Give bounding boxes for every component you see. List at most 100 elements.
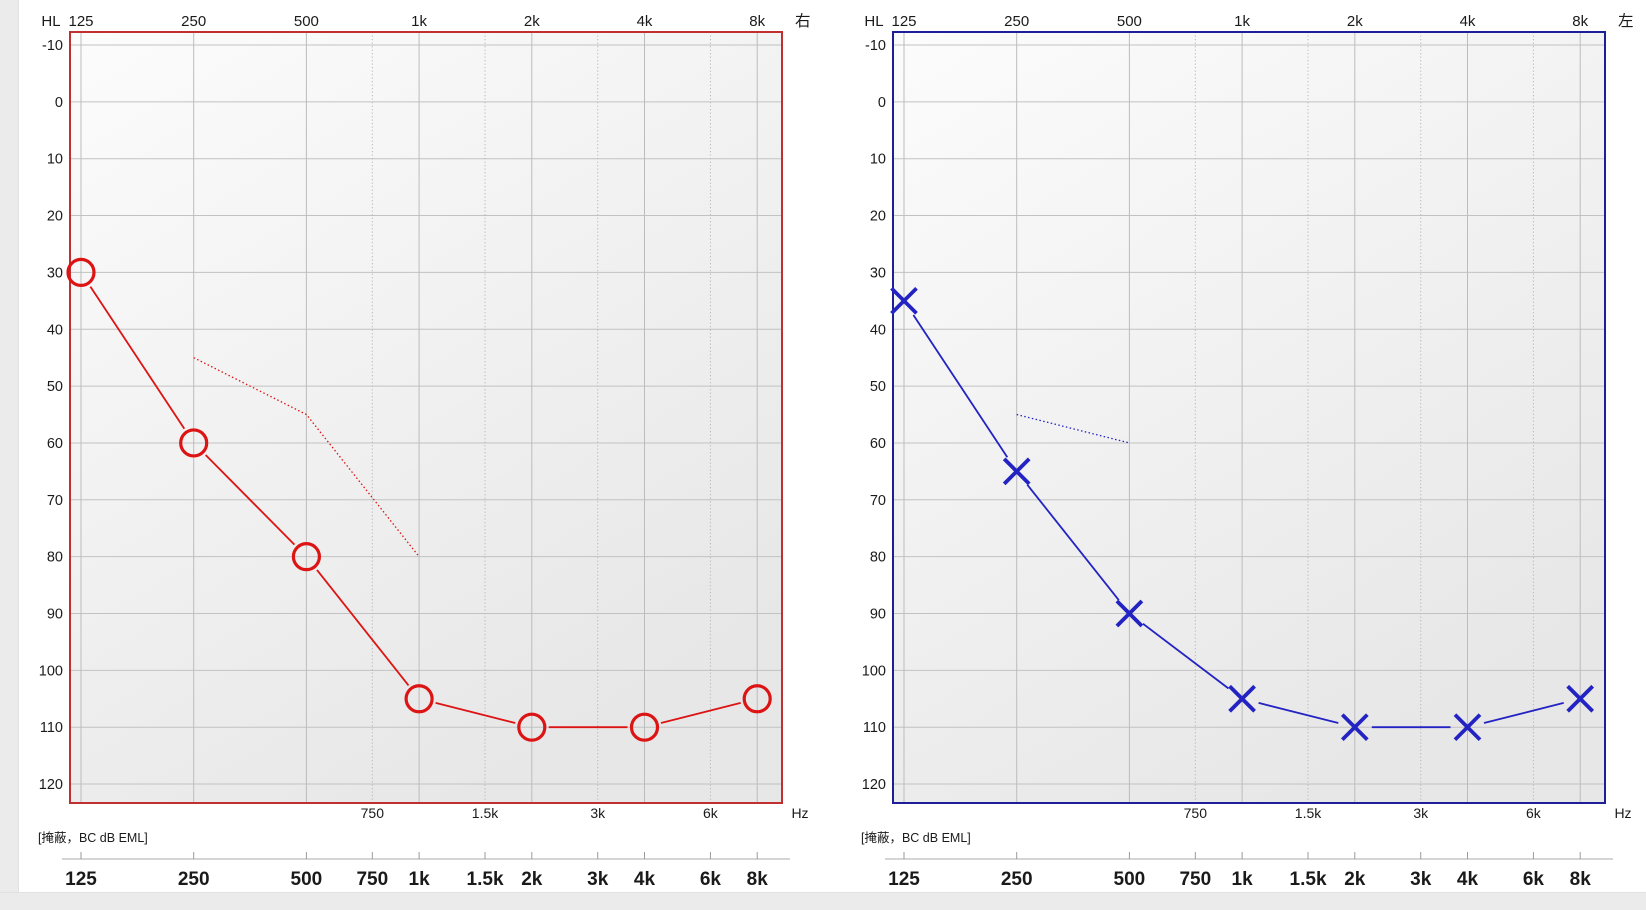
inter-freq-label: 3k bbox=[590, 805, 606, 821]
top-freq-label: 8k bbox=[1572, 13, 1588, 30]
top-freq-label: 500 bbox=[294, 13, 319, 30]
threshold-symbol-circle[interactable] bbox=[291, 542, 321, 572]
top-freq-label: 1k bbox=[1234, 13, 1250, 30]
chart-border bbox=[892, 31, 1606, 804]
freq-ruler-label: 1k bbox=[409, 869, 431, 890]
db-tick-label: 110 bbox=[863, 720, 886, 736]
ear-label: 右 bbox=[795, 12, 811, 30]
chart-border bbox=[69, 31, 783, 804]
threshold-symbol-circle[interactable] bbox=[179, 428, 209, 458]
freq-ruler-label: 250 bbox=[1001, 869, 1033, 890]
top-freq-label: 250 bbox=[1004, 13, 1029, 30]
hz-unit-label: Hz bbox=[791, 805, 808, 821]
threshold-symbol-circle[interactable] bbox=[404, 684, 434, 714]
chart-plot-area[interactable] bbox=[893, 32, 1605, 803]
threshold-connector-line bbox=[316, 569, 410, 687]
hz-unit-label: Hz bbox=[1614, 805, 1631, 821]
left-edge-strip bbox=[0, 0, 19, 909]
inter-freq-label: 750 bbox=[1184, 805, 1208, 821]
threshold-connector-line bbox=[1026, 484, 1120, 601]
db-tick-label: 10 bbox=[870, 152, 886, 168]
freq-ruler-label: 750 bbox=[1179, 869, 1211, 890]
threshold-symbol-x[interactable] bbox=[1228, 684, 1256, 713]
top-freq-label: 500 bbox=[1117, 13, 1142, 30]
db-tick-label: 90 bbox=[870, 607, 886, 623]
threshold-symbol-x[interactable] bbox=[1566, 684, 1595, 713]
db-tick-label: 70 bbox=[47, 493, 63, 509]
top-freq-label: 4k bbox=[637, 13, 653, 30]
threshold-connector-line bbox=[435, 702, 516, 724]
audiogram-chart-left-ear[interactable]: HL 125 250 500 1k 2k 4k 8k 左 -10 0 10 20 30 40 50 60 70 80… bbox=[823, 0, 1646, 909]
masking-note: [掩蔽，BC dB EML] bbox=[38, 831, 148, 845]
db-tick-label: -10 bbox=[42, 38, 63, 54]
db-tick-label: 10 bbox=[47, 152, 63, 168]
audiogram-panel-left-ear: HL 125 250 500 1k 2k 4k 8k 左 -10 0 10 20 30 40 50 60 70 80… bbox=[823, 0, 1646, 909]
db-tick-label: 30 bbox=[47, 265, 63, 281]
threshold-connector-line bbox=[912, 314, 1009, 458]
threshold-symbol-x[interactable] bbox=[1002, 457, 1031, 486]
db-tick-label: 60 bbox=[47, 436, 63, 452]
freq-ruler-label: 500 bbox=[1114, 869, 1146, 890]
threshold-connector-line bbox=[1258, 702, 1339, 724]
db-tick-label: 40 bbox=[870, 322, 886, 338]
threshold-symbol-circle[interactable] bbox=[742, 684, 772, 714]
freq-ruler-label: 6k bbox=[1523, 869, 1545, 890]
freq-ruler-label: 3k bbox=[1410, 869, 1432, 890]
db-tick-label: -10 bbox=[865, 38, 886, 54]
freq-ruler-label: 4k bbox=[634, 869, 656, 890]
db-tick-label: 0 bbox=[878, 95, 886, 111]
top-freq-label: 125 bbox=[68, 13, 93, 30]
db-tick-label: 100 bbox=[862, 663, 886, 679]
hl-axis-label: HL bbox=[864, 13, 883, 30]
inter-freq-label: 6k bbox=[1526, 805, 1542, 821]
threshold-symbol-circle[interactable] bbox=[517, 712, 547, 742]
threshold-symbol-x[interactable] bbox=[890, 286, 918, 315]
bottom-edge-strip bbox=[0, 892, 1646, 910]
threshold-connector-line bbox=[1142, 623, 1230, 690]
db-tick-label: 20 bbox=[870, 209, 886, 225]
freq-ruler-label: 4k bbox=[1457, 869, 1479, 890]
audiogram-panel-right-ear: HL 125 250 500 1k 2k 4k 8k 右 -10 0 10 20 30 40 50 60 70 80… bbox=[0, 0, 823, 909]
masking-note: [掩蔽，BC dB EML] bbox=[861, 831, 971, 845]
chart-plot-area[interactable] bbox=[70, 32, 782, 803]
db-tick-label: 0 bbox=[55, 95, 63, 111]
top-freq-label: 1k bbox=[411, 13, 427, 30]
inter-freq-label: 3k bbox=[1413, 805, 1429, 821]
inter-freq-label: 1.5k bbox=[1295, 805, 1322, 821]
freq-ruler-label: 6k bbox=[700, 869, 722, 890]
threshold-symbol-circle[interactable] bbox=[629, 712, 660, 742]
threshold-symbol-x[interactable] bbox=[1115, 599, 1144, 628]
threshold-symbol-x[interactable] bbox=[1340, 713, 1369, 742]
db-tick-label: 20 bbox=[47, 209, 63, 225]
db-tick-label: 80 bbox=[47, 550, 63, 566]
top-freq-label: 2k bbox=[524, 13, 540, 30]
freq-ruler-label: 2k bbox=[521, 869, 543, 890]
freq-ruler-label: 8k bbox=[1570, 869, 1592, 890]
db-tick-label: 70 bbox=[870, 493, 886, 509]
freq-ruler-label: 1k bbox=[1232, 869, 1254, 890]
threshold-symbol-x[interactable] bbox=[1453, 713, 1482, 742]
hl-axis-label: HL bbox=[41, 13, 60, 30]
db-tick-label: 50 bbox=[870, 379, 886, 395]
db-tick-label: 80 bbox=[870, 550, 886, 566]
top-freq-label: 125 bbox=[891, 13, 916, 30]
db-tick-label: 40 bbox=[47, 322, 63, 338]
threshold-symbol-circle[interactable] bbox=[66, 257, 96, 287]
threshold-connector-line bbox=[660, 702, 741, 724]
top-freq-label: 4k bbox=[1460, 13, 1476, 30]
freq-ruler-label: 1.5k bbox=[1290, 869, 1327, 890]
freq-ruler-label: 250 bbox=[178, 869, 210, 890]
freq-ruler-label: 8k bbox=[747, 869, 769, 890]
top-freq-label: 250 bbox=[181, 13, 206, 30]
db-tick-label: 50 bbox=[47, 379, 63, 395]
db-tick-label: 110 bbox=[40, 720, 63, 736]
db-tick-label: 120 bbox=[862, 777, 886, 793]
masked-bc-dotted-line bbox=[193, 357, 420, 558]
freq-ruler-label: 750 bbox=[356, 869, 388, 890]
audiogram-chart-right-ear[interactable]: HL 125 250 500 1k 2k 4k 8k 右 -10 0 10 20 30 40 50 60 70 80… bbox=[0, 0, 823, 909]
freq-ruler-label: 3k bbox=[587, 869, 609, 890]
threshold-connector-line bbox=[89, 286, 186, 430]
db-tick-label: 100 bbox=[39, 663, 63, 679]
db-tick-label: 90 bbox=[47, 607, 63, 623]
top-freq-label: 8k bbox=[749, 13, 765, 30]
